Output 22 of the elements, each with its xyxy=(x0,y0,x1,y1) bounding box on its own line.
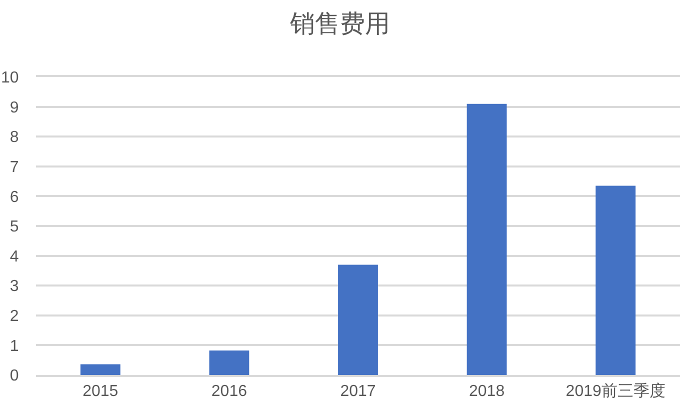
y-tick-label: 8 xyxy=(10,129,19,146)
x-tick-label: 2016 xyxy=(211,383,248,400)
y-tick-label: 6 xyxy=(10,188,19,206)
chart-title: 销售费用 xyxy=(289,10,390,38)
x-tick-label: 2017 xyxy=(340,383,376,400)
x-tick-label: 2015 xyxy=(82,383,118,400)
y-tick-label: 5 xyxy=(10,218,19,236)
bar xyxy=(80,364,120,375)
y-tick-label: 10 xyxy=(1,70,19,87)
y-tick-label: 9 xyxy=(10,99,19,116)
y-tick-label: 3 xyxy=(10,278,19,296)
bar xyxy=(209,350,250,375)
y-tick-label: 2 xyxy=(10,308,19,325)
y-tick-label: 0 xyxy=(10,368,19,385)
y-tick-label: 4 xyxy=(10,248,19,266)
y-tick-label: 1 xyxy=(10,338,19,355)
bar xyxy=(466,104,507,375)
bar xyxy=(596,186,636,375)
x-tick-label: 2019前三季度 xyxy=(566,382,666,400)
y-tick-label: 7 xyxy=(10,159,19,176)
x-tick-label: 2018 xyxy=(469,383,505,400)
bar xyxy=(338,264,378,375)
